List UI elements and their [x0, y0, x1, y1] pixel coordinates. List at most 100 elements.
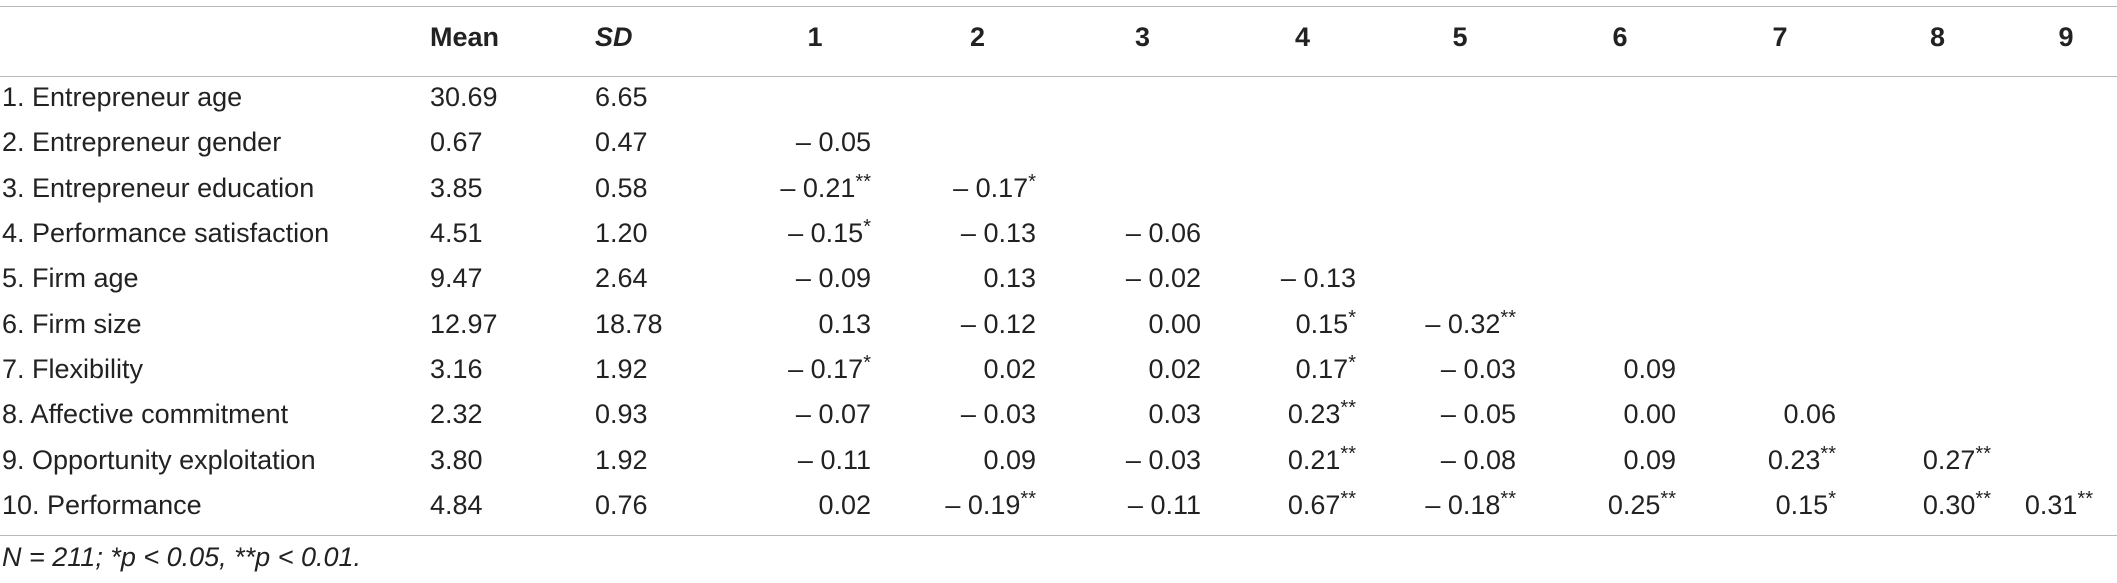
correlation-cell: 0.00 — [1148, 308, 1201, 339]
row-mean: 4.84 — [430, 489, 483, 520]
correlation-cell — [1860, 166, 2015, 211]
row-mean: 3.16 — [430, 353, 483, 384]
correlation-cell: 0.09 — [983, 444, 1036, 475]
correlation-cell — [735, 75, 895, 120]
row-mean: 12.97 — [430, 308, 498, 339]
correlation-cell: – 0.11 — [797, 444, 871, 475]
row-sd: 0.93 — [595, 399, 648, 430]
correlation-cell: 0.25** — [1607, 487, 1676, 520]
correlation-cell: – 0.11 — [1127, 489, 1201, 520]
table-row: 2. Entrepreneur gender 0.67 0.47 – 0.05 — [0, 120, 2117, 165]
significance-marker: * — [863, 351, 871, 374]
correlation-cell — [2015, 301, 2117, 346]
correlation-cell — [1700, 75, 1860, 120]
row-mean: 30.69 — [430, 82, 498, 113]
header-row: Mean SD 1 2 3 4 5 6 7 8 9 — [0, 0, 2117, 75]
correlation-cell — [1540, 166, 1700, 211]
correlation-cell: 0.17* — [1295, 351, 1356, 384]
correlation-cell — [1225, 211, 1380, 256]
correlation-cell: 0.03 — [1148, 399, 1201, 430]
correlation-cell: – 0.21** — [780, 170, 871, 203]
bottom-rule — [0, 535, 2117, 536]
correlation-cell — [1380, 166, 1540, 211]
header-mean: Mean — [430, 22, 500, 52]
correlation-cell: – 0.03 — [1125, 444, 1201, 475]
correlation-table: Mean SD 1 2 3 4 5 6 7 8 9 1. Entrepreneu… — [0, 0, 2117, 528]
correlation-cell — [1060, 166, 1225, 211]
correlation-cell — [1225, 120, 1380, 165]
correlation-cell — [2015, 211, 2117, 256]
table-row: 1. Entrepreneur age 30.69 6.65 — [0, 75, 2117, 120]
correlation-cell: 0.02 — [983, 353, 1036, 384]
significance-marker: ** — [1975, 487, 1991, 510]
table-row: 9. Opportunity exploitation 3.80 1.92 – 0.1… — [0, 437, 2117, 482]
row-sd: 18.78 — [595, 308, 663, 339]
table-row: 3. Entrepreneur education 3.85 0.58 – 0.21*… — [0, 166, 2117, 211]
significance-marker: ** — [2077, 487, 2093, 510]
header-sd: SD — [595, 22, 633, 52]
significance-marker: ** — [1975, 442, 1991, 465]
correlation-cell: 0.02 — [1148, 353, 1201, 384]
significance-marker: ** — [1660, 487, 1676, 510]
correlation-cell: – 0.03 — [960, 399, 1036, 430]
row-variable-label: 5. Firm age — [2, 263, 139, 294]
header-col-6: 6 — [1612, 22, 1628, 52]
correlation-cell: – 0.15* — [788, 216, 871, 249]
correlation-cell — [1225, 75, 1380, 120]
row-sd: 6.65 — [595, 82, 648, 113]
header-col-1: 1 — [807, 22, 823, 52]
correlation-cell: – 0.03 — [1440, 353, 1516, 384]
correlation-cell — [1380, 211, 1540, 256]
correlation-cell — [1225, 166, 1380, 211]
correlation-cell: – 0.19** — [945, 487, 1036, 520]
significance-marker: ** — [1820, 442, 1836, 465]
table-row: 5. Firm age 9.47 2.64 – 0.09 0.13 – 0.02 – 0.1… — [0, 256, 2117, 301]
table-row: 4. Performance satisfaction 4.51 1.20 – 0.1… — [0, 211, 2117, 256]
correlation-cell — [895, 75, 1060, 120]
row-mean: 2.32 — [430, 399, 483, 430]
correlation-cell — [2015, 392, 2117, 437]
table-row: 7. Flexibility 3.16 1.92 – 0.17* 0.02 0.02 0.1… — [0, 347, 2117, 392]
row-variable-label: 3. Entrepreneur education — [2, 172, 315, 203]
correlation-cell: – 0.09 — [795, 263, 871, 294]
table-row: 8. Affective commitment 2.32 0.93 – 0.07 – 0… — [0, 392, 2117, 437]
correlation-cell: – 0.02 — [1125, 263, 1201, 294]
correlation-cell — [1540, 301, 1700, 346]
row-sd: 1.20 — [595, 218, 648, 249]
correlation-cell: 0.27** — [1922, 442, 1991, 475]
header-col-2: 2 — [969, 22, 986, 52]
row-sd: 0.47 — [595, 127, 648, 158]
correlation-cell — [2015, 166, 2117, 211]
row-variable-label: 7. Flexibility — [2, 353, 144, 384]
correlation-cell — [1860, 392, 2015, 437]
significance-marker: ** — [855, 170, 871, 193]
header-col-4: 4 — [1294, 22, 1311, 52]
row-mean: 0.67 — [430, 127, 483, 158]
correlation-cell — [2015, 437, 2117, 482]
correlation-cell: – 0.12 — [960, 308, 1036, 339]
table-footnote: N = 211; *p < 0.05, **p < 0.01. — [2, 542, 362, 572]
correlation-cell: – 0.07 — [795, 399, 871, 430]
correlation-cell: – 0.05 — [1440, 399, 1516, 430]
top-rule — [0, 6, 2117, 7]
correlation-cell — [2015, 347, 2117, 392]
row-variable-label: 2. Entrepreneur gender — [2, 127, 282, 158]
header-col-8: 8 — [1929, 22, 1946, 52]
correlation-cell: 0.02 — [818, 489, 871, 520]
correlation-cell: – 0.17* — [788, 351, 871, 384]
correlation-cell: – 0.05 — [795, 127, 871, 158]
row-variable-label: 1. Entrepreneur age — [2, 82, 243, 113]
correlation-cell: 0.09 — [1623, 353, 1676, 384]
correlation-cell — [1540, 120, 1700, 165]
correlation-cell: – 0.17* — [953, 170, 1036, 203]
correlation-cell — [1860, 211, 2015, 256]
row-variable-label: 4. Performance satisfaction — [2, 218, 330, 249]
row-sd: 1.92 — [595, 353, 648, 384]
table-row: 10. Performance 4.84 0.76 0.02 – 0.19** – 0.1… — [0, 483, 2117, 528]
significance-marker: ** — [1020, 487, 1036, 510]
correlation-cell: 0.09 — [1623, 444, 1676, 475]
correlation-cell: – 0.06 — [1125, 218, 1201, 249]
significance-marker: ** — [1340, 487, 1356, 510]
correlation-cell: 0.15* — [1295, 306, 1356, 339]
row-variable-label: 8. Affective commitment — [2, 399, 289, 430]
